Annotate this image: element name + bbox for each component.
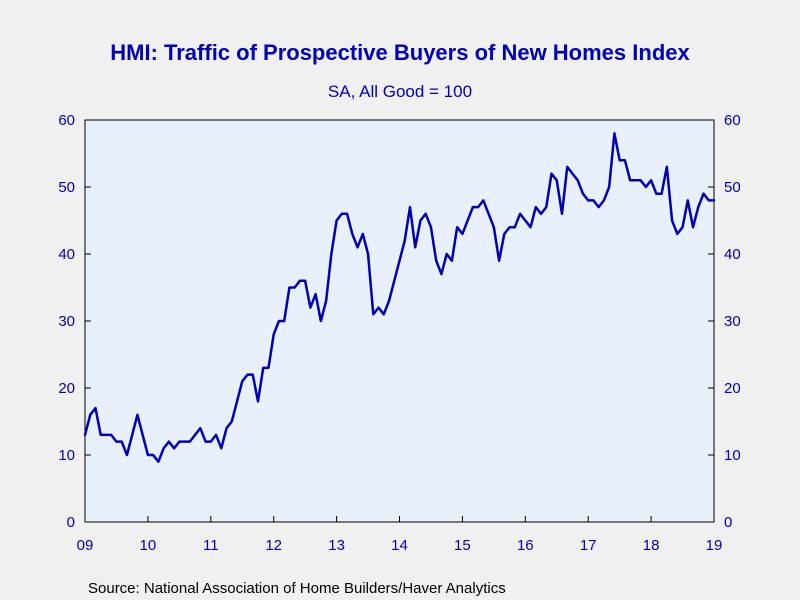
x-tick-label: 14: [391, 537, 408, 554]
right-y-tick-label: 10: [724, 447, 741, 464]
right-y-tick-label: 0: [724, 514, 732, 531]
left-y-tick-label: 40: [58, 246, 75, 263]
right-y-axis: 0 10 20 30 40 50 60: [708, 112, 741, 531]
x-tick-label: 11: [203, 537, 219, 554]
x-tick-label: 13: [328, 537, 345, 554]
x-tick-label: 17: [580, 537, 597, 554]
x-tick-label: 16: [517, 537, 534, 554]
right-y-tick-label: 30: [724, 313, 741, 330]
series-layer: [83, 132, 716, 463]
left-y-tick-label: 60: [58, 112, 75, 129]
right-y-tick-label: 60: [724, 112, 741, 129]
right-y-tick-label: 50: [724, 179, 741, 196]
x-axis: 09 10 11 12 13 14 15 16 17 18 19: [77, 516, 723, 554]
left-y-tick-label: 50: [58, 179, 75, 196]
left-y-tick-label: 10: [58, 447, 75, 464]
x-tick-label: 09: [77, 537, 94, 554]
left-y-tick-label: 30: [58, 313, 75, 330]
series-line: [83, 132, 716, 463]
chart-title: HMI: Traffic of Prospective Buyers of Ne…: [110, 40, 690, 65]
x-tick-label: 12: [265, 537, 282, 554]
left-y-tick-label: 0: [67, 514, 75, 531]
left-y-tick-label: 20: [58, 380, 75, 397]
x-tick-label: 19: [706, 537, 723, 554]
x-tick-label: 18: [643, 537, 660, 554]
right-y-tick-label: 40: [724, 246, 741, 263]
source-note: Source: National Association of Home Bui…: [88, 580, 506, 597]
right-y-tick-label: 20: [724, 380, 741, 397]
left-y-axis: 0 10 20 30 40 50 60: [58, 112, 91, 531]
chart-subtitle: SA, All Good = 100: [328, 82, 472, 101]
x-tick-label: 10: [140, 537, 157, 554]
plot-area: [84, 119, 715, 523]
x-tick-label: 15: [454, 537, 471, 554]
